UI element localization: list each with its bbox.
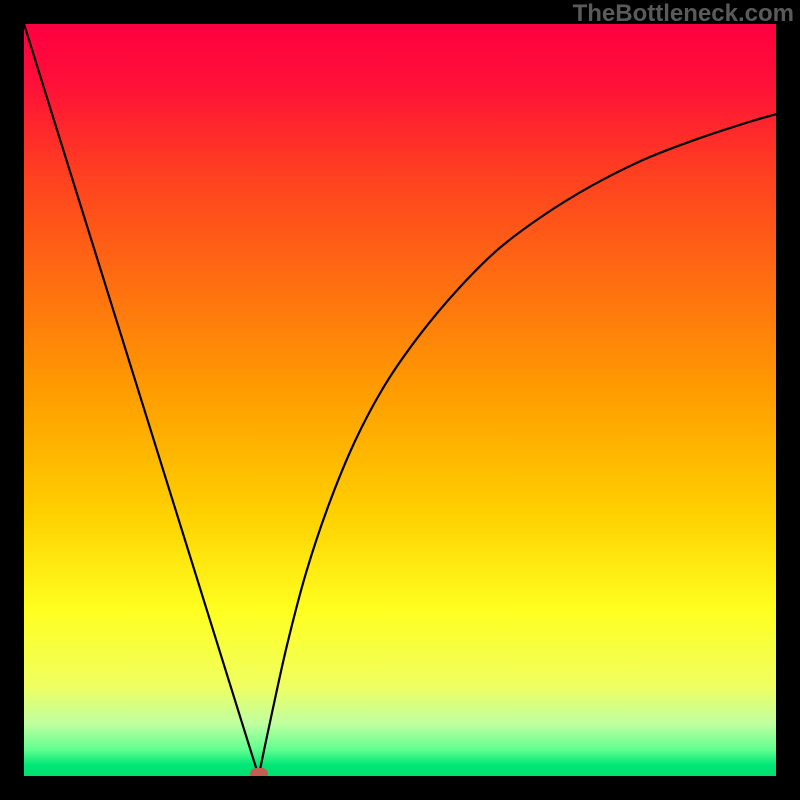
curve-right-branch xyxy=(259,114,776,776)
chart-plot-area xyxy=(24,24,776,776)
minimum-marker xyxy=(250,768,268,776)
watermark-text: TheBottleneck.com xyxy=(573,0,794,28)
bottleneck-curve xyxy=(24,24,776,776)
curve-left-branch xyxy=(24,24,259,776)
